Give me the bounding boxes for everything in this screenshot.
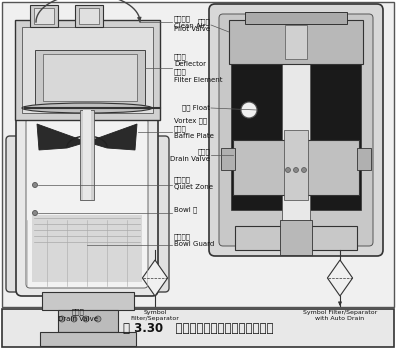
Polygon shape (37, 124, 87, 150)
FancyBboxPatch shape (357, 148, 371, 170)
FancyBboxPatch shape (16, 109, 158, 296)
Text: 导流板
Deflector
滤罐芯
Filter Element: 导流板 Deflector 滤罐芯 Filter Element (174, 53, 223, 83)
FancyBboxPatch shape (22, 27, 153, 113)
Circle shape (286, 168, 291, 172)
FancyBboxPatch shape (75, 5, 103, 27)
FancyBboxPatch shape (209, 4, 383, 256)
Ellipse shape (22, 103, 152, 113)
Circle shape (301, 168, 307, 172)
FancyBboxPatch shape (34, 8, 54, 24)
Circle shape (32, 183, 38, 187)
FancyBboxPatch shape (30, 5, 58, 27)
Text: 静静区域
Quiet Zone: 静静区域 Quiet Zone (174, 176, 213, 190)
FancyBboxPatch shape (221, 148, 235, 170)
FancyBboxPatch shape (2, 2, 394, 307)
FancyBboxPatch shape (6, 136, 169, 292)
FancyBboxPatch shape (79, 8, 99, 24)
FancyBboxPatch shape (219, 14, 373, 246)
Circle shape (71, 316, 77, 322)
FancyBboxPatch shape (40, 332, 136, 346)
FancyBboxPatch shape (80, 110, 94, 200)
FancyBboxPatch shape (229, 20, 363, 64)
FancyBboxPatch shape (15, 20, 160, 120)
Circle shape (95, 316, 101, 322)
Text: Vortex 涡流
旋挡板
Baffle Plate: Vortex 涡流 旋挡板 Baffle Plate (174, 117, 214, 139)
Circle shape (83, 316, 89, 322)
FancyBboxPatch shape (231, 60, 361, 210)
FancyBboxPatch shape (245, 12, 347, 24)
Text: 图 3.30   标准过滤器和任选的自动排水器: 图 3.30 标准过滤器和任选的自动排水器 (123, 322, 273, 335)
Circle shape (59, 316, 65, 322)
FancyBboxPatch shape (58, 310, 118, 332)
Polygon shape (327, 260, 352, 296)
Text: 排水阀
Drain Valve: 排水阀 Drain Valve (58, 308, 98, 322)
FancyBboxPatch shape (32, 215, 142, 282)
FancyBboxPatch shape (26, 118, 148, 288)
Polygon shape (87, 124, 137, 150)
Text: 排水阀
Drain Valve: 排水阀 Drain Valve (170, 148, 210, 162)
Text: 清洁空气
Clean Air: 清洁空气 Clean Air (174, 15, 206, 29)
FancyBboxPatch shape (2, 309, 394, 347)
Circle shape (241, 102, 257, 118)
FancyBboxPatch shape (284, 130, 308, 200)
FancyBboxPatch shape (42, 292, 134, 310)
FancyBboxPatch shape (280, 220, 312, 255)
FancyBboxPatch shape (282, 40, 310, 230)
Text: Symbol Filter/Separator
with Auto Drain: Symbol Filter/Separator with Auto Drain (303, 310, 377, 321)
FancyBboxPatch shape (35, 50, 145, 105)
Circle shape (293, 168, 299, 172)
Text: 浮子 Float: 浮子 Float (182, 105, 210, 111)
FancyBboxPatch shape (235, 226, 357, 250)
Circle shape (32, 210, 38, 215)
Text: 先导阀
Pilot Valve: 先导阀 Pilot Valve (174, 18, 210, 32)
Polygon shape (143, 260, 168, 296)
FancyBboxPatch shape (285, 25, 307, 59)
FancyBboxPatch shape (43, 54, 137, 101)
Text: Bowl 杯: Bowl 杯 (174, 207, 197, 213)
Text: 杯子护套
Bowl Guard: 杯子护套 Bowl Guard (174, 233, 214, 247)
Text: Symbol
Filter/Separator: Symbol Filter/Separator (131, 310, 179, 321)
FancyBboxPatch shape (233, 140, 359, 195)
FancyBboxPatch shape (83, 110, 91, 200)
